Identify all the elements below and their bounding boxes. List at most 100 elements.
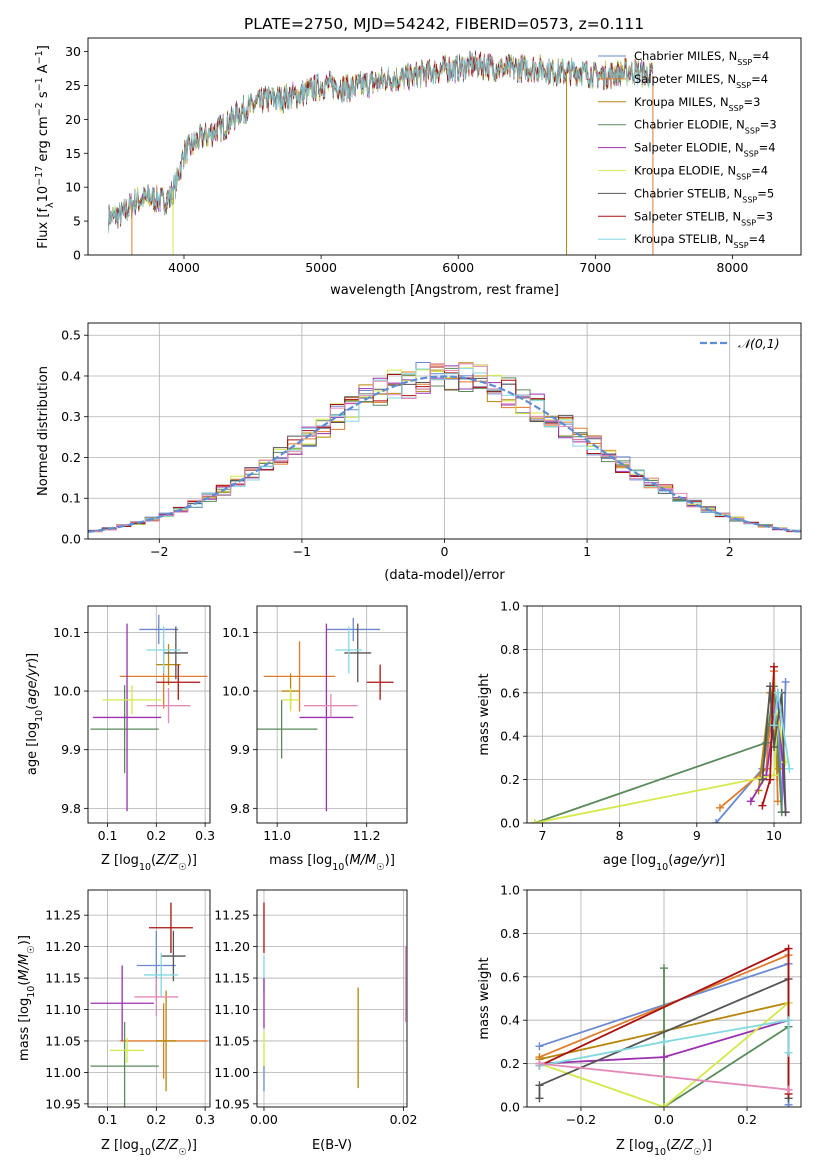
legend-label-part: Kroupa MILES, N xyxy=(634,95,729,109)
y-tick-label: 0.0 xyxy=(500,1100,520,1115)
y-tick-label: 9.8 xyxy=(61,801,81,816)
weight-series xyxy=(534,714,787,823)
label-part: ☉ xyxy=(26,945,37,954)
label-part: Flux [f xyxy=(36,208,51,249)
spectrum-line xyxy=(108,51,653,234)
y-tick-label: 30 xyxy=(65,44,81,59)
label-part: mass [log xyxy=(269,853,332,868)
y-tick-label: 10.1 xyxy=(53,625,81,640)
y-tick-label: 1.0 xyxy=(500,883,520,898)
x-axis-label: (data-model)/error xyxy=(384,568,505,583)
x-tick-label: 8 xyxy=(616,828,624,843)
y-tick-label: 0.8 xyxy=(500,926,520,941)
y-tick-label: 0.6 xyxy=(500,685,520,700)
plot-area-ebv-vs-mass xyxy=(263,902,407,1092)
y-tick-label: 10.0 xyxy=(222,684,250,699)
axes-frame xyxy=(256,889,408,1108)
x-tick-label: 0.2 xyxy=(737,1112,757,1127)
label-part: M/M xyxy=(349,853,376,868)
x-tick-label: 0.1 xyxy=(98,828,118,843)
y-tick-label: 10.95 xyxy=(45,1096,81,1111)
y-tick-label: 11.20 xyxy=(45,939,81,954)
y-tick-label: 0.2 xyxy=(61,450,81,465)
axes-frame xyxy=(526,889,802,1108)
label-part: Z/Z xyxy=(155,853,179,868)
x-tick-label: 0.3 xyxy=(195,828,215,843)
y-tick-label: 1.0 xyxy=(500,599,520,614)
label-part: Z [log xyxy=(616,1138,654,1153)
weight-series xyxy=(534,686,783,823)
label-part: ☉ xyxy=(178,1147,187,1158)
axes-frame xyxy=(87,889,211,1108)
legend-label-part: =3 xyxy=(744,95,761,109)
x-tick-label: −2 xyxy=(150,544,168,559)
x-tick-label: 5000 xyxy=(305,260,337,275)
y-tick-label: 0.2 xyxy=(500,1056,520,1071)
y-axis-label: mass weight xyxy=(477,957,492,1039)
y-tick-label: 15 xyxy=(65,146,81,161)
label-part: age [log xyxy=(25,722,40,775)
weight-series xyxy=(539,1019,790,1067)
y-tick-label: 0.3 xyxy=(61,409,81,424)
label-part: 10 xyxy=(656,862,668,873)
y-tick-label: 11.00 xyxy=(214,1065,250,1080)
legend-label-part: =4 xyxy=(749,232,766,246)
label-part: )] xyxy=(187,853,197,868)
x-tick-label: 11.0 xyxy=(263,828,291,843)
label-part: −1 xyxy=(34,50,45,64)
label-part: Z [log xyxy=(101,1138,139,1153)
label-part: ( xyxy=(344,853,349,868)
legend-label-part: SSP xyxy=(744,149,759,158)
y-axis-label: mass [log10(M/M☉)] xyxy=(17,935,37,1061)
label-part: M/M xyxy=(17,954,32,981)
y-tick-label: 11.25 xyxy=(45,908,81,923)
plot-area-residuals xyxy=(88,361,801,533)
x-tick-label: 1 xyxy=(583,544,591,559)
legend-label: Chabrier MILES, NSSP=4 xyxy=(634,49,769,67)
axes-ebv-vs-mass: 0.00 0.02 10.95 11.00 11.05 11.10 11.15 11.20 11… xyxy=(214,889,417,1153)
plot-area-age-vs-weight xyxy=(530,662,794,823)
x-tick-label: 0 xyxy=(441,544,449,559)
label-part: ( xyxy=(151,1138,156,1153)
y-tick-label: 5 xyxy=(73,214,81,229)
y-tick-label: 0.4 xyxy=(500,1013,520,1028)
legend-label-part: =4 xyxy=(759,141,776,155)
x-axis-label: Z [log10(Z/Z☉)] xyxy=(101,1138,197,1158)
y-tick-label: 0 xyxy=(73,248,81,263)
axes-frame xyxy=(87,322,802,540)
x-axis-label: E(B-V) xyxy=(312,1138,352,1153)
label-part: )] xyxy=(17,935,32,945)
y-tick-label: 20 xyxy=(65,112,81,127)
label-part: mass [log xyxy=(17,998,32,1061)
label-part: 10 xyxy=(332,862,344,873)
label-part: −2 xyxy=(34,102,45,116)
label-part: erg cm xyxy=(36,116,51,165)
label-part: 10 xyxy=(654,1147,666,1158)
y-tick-label: 10.95 xyxy=(214,1096,250,1111)
label-part: )] xyxy=(25,653,40,663)
x-tick-label: 6000 xyxy=(442,260,474,275)
label-part: −17 xyxy=(34,166,45,186)
plot-area-spectrum xyxy=(108,50,654,255)
plot-area-z-vs-weight xyxy=(535,944,793,1107)
axes-spectrum: 4000 5000 6000 7000 8000 0 5 10 15 20 25 30 waveleng… xyxy=(34,37,802,298)
label-part: )] xyxy=(187,1138,197,1153)
legend-label: Salpeter STELIB, NSSP=3 xyxy=(634,209,773,227)
label-part: 10 xyxy=(36,186,51,203)
label-part: 10 xyxy=(26,986,37,998)
weight-series xyxy=(663,968,789,1107)
legend-label: Kroupa STELIB, NSSP=4 xyxy=(634,232,765,250)
legend-label-part: SSP xyxy=(736,172,751,181)
legend-label-part: =4 xyxy=(751,164,768,178)
legend-label-part: Chabrier MILES, N xyxy=(634,49,737,63)
y-axis-label: age [log10(age/yr)] xyxy=(25,653,45,775)
x-tick-label: 2 xyxy=(726,544,734,559)
legend-label-part: Salpeter ELODIE, N xyxy=(634,141,744,155)
y-tick-label: 0.6 xyxy=(500,969,520,984)
y-tick-label: 11.20 xyxy=(214,939,250,954)
label-part: ( xyxy=(17,981,32,986)
label-part: ☉ xyxy=(693,1147,702,1158)
x-tick-label: 7 xyxy=(538,828,546,843)
x-axis-label: age [log10(age/yr)] xyxy=(603,853,725,873)
